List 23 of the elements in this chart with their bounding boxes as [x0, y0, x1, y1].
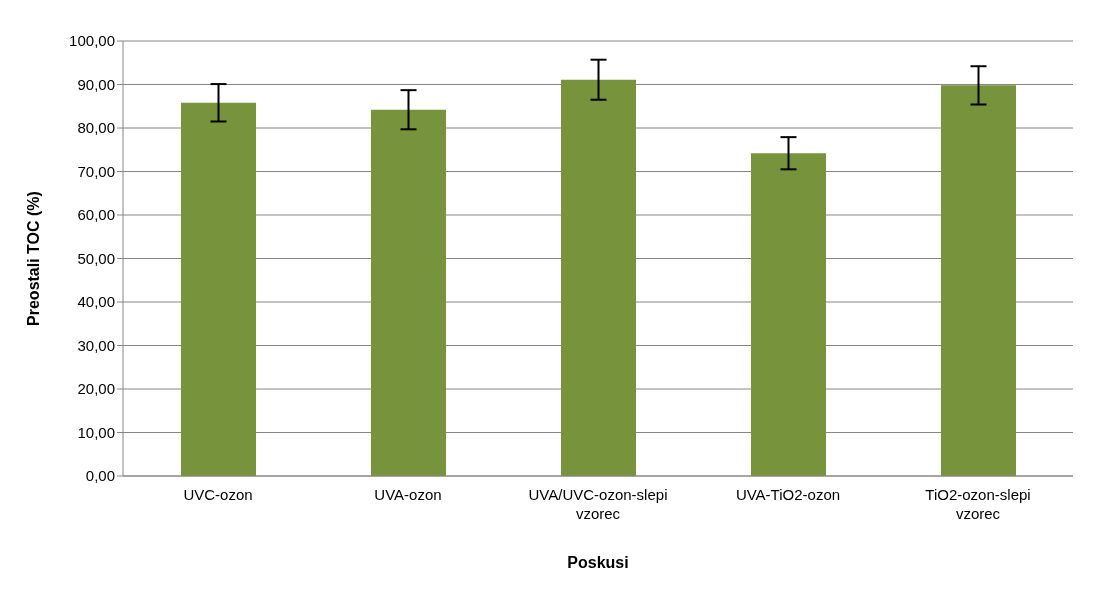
y-axis-title: Preostali TOC (%)	[24, 191, 42, 326]
bar	[371, 109, 446, 476]
bar	[181, 102, 256, 476]
x-axis-title: Poskusi	[567, 554, 629, 571]
bar	[751, 153, 826, 476]
x-tick-label: UVA-ozon	[374, 486, 442, 503]
y-tick-label: 50,00	[77, 249, 115, 267]
x-tick-label: UVC-ozon	[183, 486, 253, 503]
y-tick-label: 10,00	[77, 423, 115, 441]
y-tick-label: 40,00	[77, 293, 115, 311]
bar	[561, 79, 636, 476]
y-tick-label: 20,00	[77, 380, 115, 398]
bar	[941, 85, 1016, 476]
x-tick-label: UVA-TiO2-ozon	[735, 486, 841, 503]
y-tick-label: 80,00	[77, 119, 115, 137]
y-tick-label: 70,00	[77, 162, 115, 180]
y-tick-label: 100,00	[69, 32, 115, 50]
x-tick-label: TiO2-ozon-slepi vzorec	[925, 486, 1031, 522]
y-tick-label: 30,00	[77, 336, 115, 354]
x-tick-label: UVA/UVC-ozon-slepi vzorec	[528, 486, 668, 522]
y-tick-label: 0,00	[85, 467, 115, 485]
y-tick-label: 90,00	[77, 75, 115, 93]
y-tick-label: 60,00	[77, 206, 115, 224]
